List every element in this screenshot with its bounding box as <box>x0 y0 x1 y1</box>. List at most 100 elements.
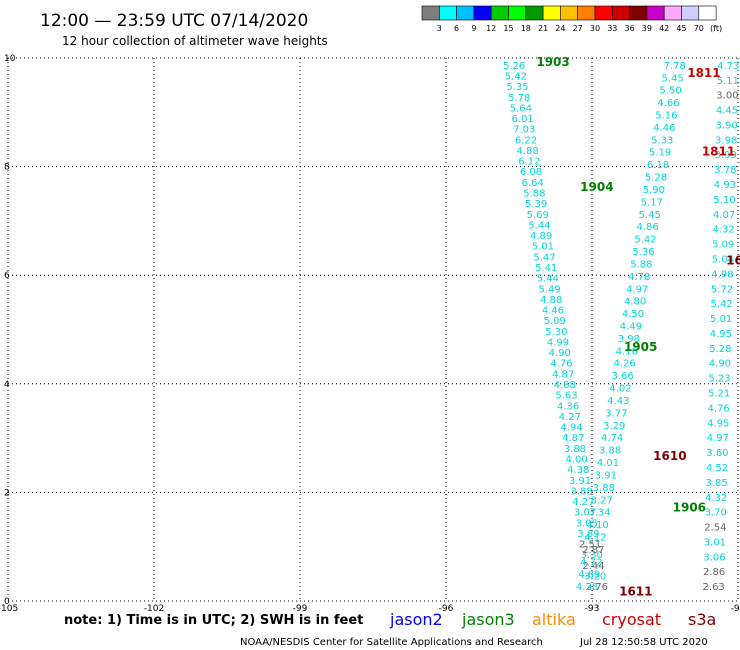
colorbar-label: 70 <box>694 24 704 33</box>
data-label: 4.43 <box>607 396 629 407</box>
data-label: 3.90 <box>715 120 737 131</box>
colorbar-label: 15 <box>503 24 513 33</box>
data-label: 4.72 <box>580 557 602 568</box>
data-label: 5.42 <box>634 235 656 246</box>
data-label: 5.88 <box>523 189 545 200</box>
data-label: 4.87 <box>552 369 574 380</box>
data-label: 3.30 <box>581 550 603 561</box>
colorbar-swatch <box>456 5 475 21</box>
data-label: 3.91 <box>569 476 591 487</box>
data-label: 5.64 <box>510 103 532 114</box>
data-label: 4.46 <box>653 123 675 134</box>
tracks: 5.265.425.355.785.646.017.036.224.886.12… <box>503 61 739 593</box>
data-label: 7.03 <box>513 125 535 136</box>
data-label: 4.88 <box>554 380 576 391</box>
data-label: 3.88 <box>571 486 593 497</box>
legend-entry-s3a: s3a <box>688 610 716 629</box>
time-label: 1906 <box>673 500 706 514</box>
data-label: 5.04 <box>712 254 734 265</box>
data-label: 3.29 <box>603 421 625 432</box>
data-label: 3.98 <box>715 135 737 146</box>
colorbar-label: 6 <box>454 24 459 33</box>
time-labels: 1903190419051906181118111609161016111810… <box>536 55 740 598</box>
data-label: 4.38 <box>576 582 598 593</box>
data-label: 2.63 <box>703 582 725 593</box>
y-tick-label: 2 <box>4 488 10 498</box>
data-label: 4.88 <box>517 146 539 157</box>
data-label: 3.85 <box>705 478 727 489</box>
data-label: 4.89 <box>530 231 552 242</box>
x-tick-label: -90 <box>731 604 740 614</box>
data-label: 5.33 <box>651 135 673 146</box>
data-label: 6.01 <box>511 114 533 125</box>
data-label: 4.12 <box>584 532 606 543</box>
legend-entry-cryosat: cryosat <box>602 610 661 629</box>
data-label: 3.88 <box>593 483 615 494</box>
time-label: 1811 <box>702 145 735 159</box>
colorbar-label: 27 <box>573 24 583 33</box>
data-label: 3.88 <box>564 444 586 455</box>
data-label: 3.66 <box>611 371 633 382</box>
y-tick-label: 10 <box>4 54 16 64</box>
data-label: 2.76 <box>586 582 608 593</box>
data-label: 5.28 <box>645 173 667 184</box>
data-label: 5.88 <box>630 259 652 270</box>
data-label: 4.93 <box>714 180 736 191</box>
data-label: 5.47 <box>533 252 555 263</box>
data-label: 7.78 <box>664 61 686 72</box>
data-label: 4.86 <box>636 222 658 233</box>
data-label: 4.36 <box>557 401 579 412</box>
data-label: 4.50 <box>622 309 644 320</box>
data-label: 5.23 <box>708 374 730 385</box>
data-label: 4.76 <box>550 359 572 370</box>
time-label: 1611 <box>619 585 652 599</box>
data-label: 5.21 <box>708 389 730 400</box>
data-label: 6.22 <box>515 135 537 146</box>
colorbar-swatch <box>542 5 561 21</box>
data-label: 3.27 <box>591 495 613 506</box>
colorbar-label: (ft) <box>710 24 722 33</box>
data-label: 3.06 <box>703 552 725 563</box>
y-tick-label: 6 <box>4 271 10 281</box>
grid <box>7 57 739 602</box>
data-label: 5.90 <box>643 185 665 196</box>
data-label: 3.98 <box>618 334 640 345</box>
time-label: 1904 <box>580 180 613 194</box>
plot-area: -105-102-99-96-93-900246810 5.265.425.35… <box>0 54 740 614</box>
colorbar-swatch <box>438 5 457 21</box>
chart-subtitle: 12 hour collection of altimeter wave hei… <box>62 34 328 48</box>
data-label: 5.72 <box>711 284 733 295</box>
data-label: 4.99 <box>547 337 569 348</box>
data-label: 5.49 <box>538 284 560 295</box>
x-tick-label: -99 <box>293 604 308 614</box>
x-tick-label: -93 <box>585 604 600 614</box>
x-tick-label: -105 <box>0 604 18 614</box>
data-label: 3.00 <box>716 91 738 102</box>
colorbar-swatch <box>577 5 596 21</box>
x-tick-label: -96 <box>439 604 454 614</box>
data-label: 4.87 <box>562 433 584 444</box>
data-label: 5.63 <box>555 391 577 402</box>
data-label: 4.45 <box>716 106 738 117</box>
data-label: 5.01 <box>710 314 732 325</box>
colorbar-swatch <box>508 5 527 21</box>
data-label: 5.01 <box>532 242 554 253</box>
data-label: 4.89 <box>578 570 600 581</box>
data-label: 2.54 <box>704 523 726 534</box>
data-label: 4.88 <box>540 295 562 306</box>
data-label: 4.74 <box>601 433 623 444</box>
data-label: 6.18 <box>647 160 669 171</box>
colorbar-label: 12 <box>486 24 496 33</box>
colorbar-swatch <box>646 5 665 21</box>
data-label: 3.91 <box>595 470 617 481</box>
data-label: 5.50 <box>659 86 681 97</box>
data-label: 5.39 <box>525 199 547 210</box>
data-label: 3.34 <box>589 508 611 519</box>
colorbar-swatch <box>611 5 630 21</box>
time-label: 1903 <box>536 55 569 69</box>
time-label: 1609 <box>726 253 740 267</box>
colorbar-label: 45 <box>676 24 686 33</box>
colorbar: 3 6 9 12 15 18 21 24 27 30 33 36 39 42 45 70 (ft) <box>421 5 722 33</box>
time-label: 1610 <box>653 449 686 463</box>
